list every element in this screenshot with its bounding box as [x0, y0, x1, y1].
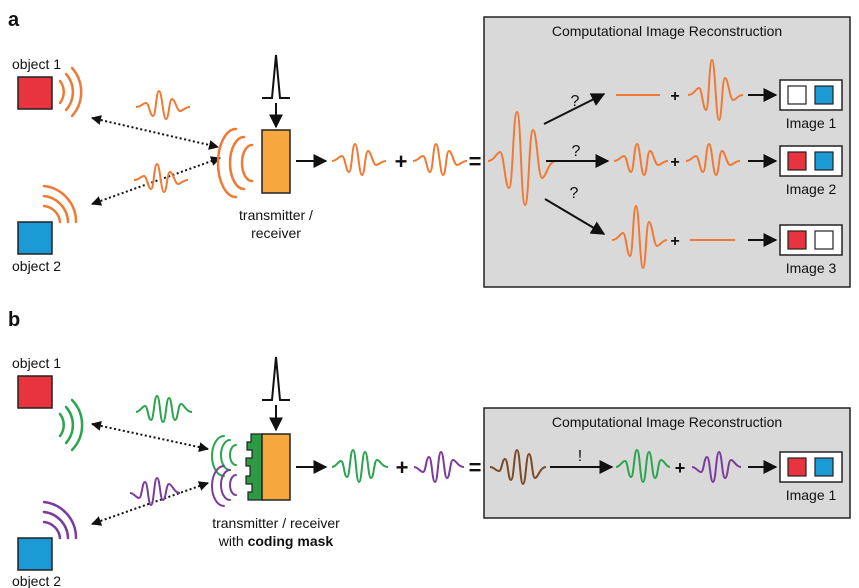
image-1-label: Image 1 [786, 115, 837, 131]
panel-b: b object 1 object 2 [8, 309, 851, 588]
branch-arrow-1 [543, 93, 606, 125]
object-1-square-b [17, 375, 53, 409]
image-1-pixel-red-b [787, 457, 807, 477]
transceiver-label-b-line-1: transmitter / receiver [212, 515, 340, 531]
object-1-square [17, 76, 53, 110]
image-3-pixel-white [814, 230, 834, 250]
image-3-pixel-red [787, 230, 807, 250]
reconstruction-title-b: Computational Image Reconstruction [552, 414, 782, 430]
object-2-label-b: object 2 [12, 573, 61, 588]
exclaim-mark: ! [578, 448, 582, 465]
reconstruction-title: Computational Image Reconstruction [552, 23, 782, 39]
transmit-pulse-icon [262, 54, 290, 99]
row-3-large-pulse [611, 204, 668, 270]
coding-mask [245, 433, 263, 501]
decoded-green-pulse [615, 448, 671, 484]
equals-sign: = [469, 149, 482, 174]
received-pulse-2 [412, 142, 468, 177]
mask-green-wave-icon [211, 435, 237, 477]
question-mark-1: ? [571, 93, 580, 110]
image-1-pixel-blue-b [814, 457, 834, 477]
panel-b-label: b [8, 309, 20, 331]
received-pulse-1 [331, 142, 387, 177]
image-2-label: Image 2 [786, 181, 837, 197]
object-1-green-wave-icon [58, 398, 84, 452]
object-1-label: object 1 [12, 56, 61, 72]
question-mark-2: ? [572, 143, 581, 160]
plus-sign-b-2: + [675, 458, 686, 478]
transmit-pulse-icon-b [262, 356, 290, 401]
row-1-large-pulse [687, 58, 744, 122]
transceiver-box-b [261, 433, 291, 501]
transceiver-receive-wave-icon [216, 127, 254, 199]
image-3-label: Image 3 [786, 260, 837, 276]
mask-purple-wave-icon [211, 465, 237, 507]
image-1-pixel-blue [814, 85, 834, 105]
image-2-pixel-blue [814, 151, 834, 171]
row-3-plus: + [670, 233, 679, 250]
equals-sign-b: = [469, 455, 482, 480]
row-2-pulse-a [613, 142, 669, 177]
row-2-plus: + [670, 154, 679, 171]
echo-pulse-object-2 [133, 162, 189, 194]
path-object-2-to-transceiver [91, 156, 221, 206]
image-1-label-b: Image 1 [786, 487, 837, 503]
combined-signal [487, 110, 557, 207]
plus-sign-b: + [396, 455, 409, 480]
object-2-purple-wave-icon [42, 500, 78, 540]
panel-a-label: a [8, 9, 20, 31]
echo-pulse-object-1 [135, 89, 191, 121]
green-coded-pulse [135, 394, 193, 424]
object-2-label: object 2 [12, 258, 61, 274]
received-green-pulse [331, 448, 389, 484]
panel-a: a object 1 object 2 [8, 9, 851, 288]
transceiver-label-line-2: receiver [251, 225, 301, 241]
row-2-pulse-b [685, 142, 741, 177]
received-purple-pulse [413, 450, 465, 484]
transceiver-box [261, 129, 291, 194]
row-1-plus: + [670, 88, 679, 105]
transceiver-label-b-line-2: with coding mask [218, 533, 334, 549]
image-2-pixel-red [787, 151, 807, 171]
plus-sign: + [395, 149, 408, 174]
image-1-pixel-white [787, 85, 807, 105]
path-object-1-to-transceiver [91, 115, 219, 150]
question-mark-3: ? [570, 185, 579, 202]
object-2-emitted-wave-icon [42, 184, 78, 224]
decoded-purple-pulse [691, 450, 742, 484]
object-2-square [17, 221, 53, 255]
object-1-label-b: object 1 [12, 355, 61, 371]
purple-coded-pulse [129, 476, 181, 507]
transceiver-label-line-1: transmitter / [239, 207, 313, 223]
combined-brown-signal [489, 448, 547, 486]
path-object-1-to-transceiver-b [91, 421, 209, 452]
branch-arrow-3 [544, 198, 606, 235]
object-1-emitted-wave-icon [58, 66, 83, 118]
object-2-square-b [17, 537, 53, 571]
